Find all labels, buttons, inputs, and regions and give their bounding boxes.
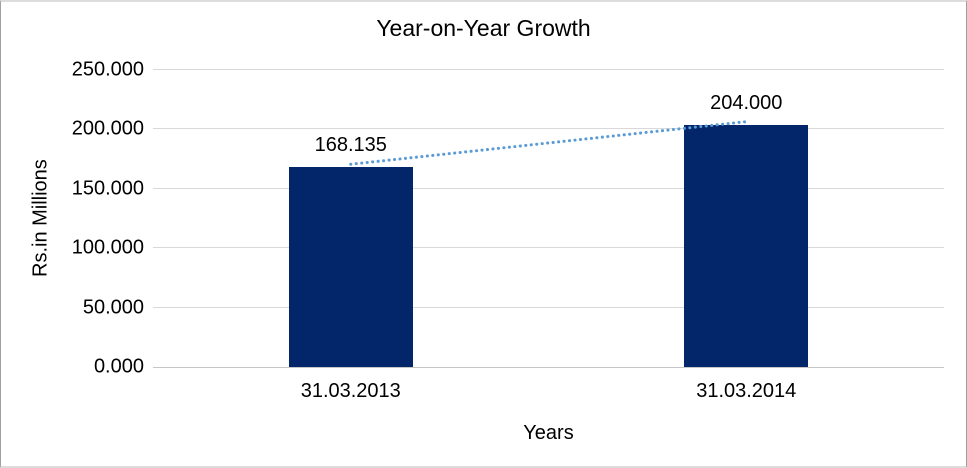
y-tick-label: 50.000 [82, 296, 144, 319]
gridline [153, 128, 944, 130]
plot-area: 168.135 204.000 [153, 69, 944, 368]
gridline [153, 306, 944, 308]
data-label: 168.135 [314, 134, 387, 157]
y-tick-label: 150.000 [71, 177, 144, 200]
x-tick-label: 31.03.2013 [300, 380, 401, 402]
y-tick-label: 200.000 [71, 117, 144, 140]
y-axis-title: Rs.in Millions [29, 159, 52, 278]
trendline [349, 120, 748, 166]
y-tick-label: 100.000 [71, 236, 144, 259]
x-axis-title: Years [523, 422, 574, 444]
chart-title: Year-on-Year Growth [376, 15, 591, 41]
x-tick-label: 31.03.2014 [696, 380, 797, 402]
y-tick-label: 250.000 [71, 58, 144, 81]
gridline [153, 247, 944, 249]
x-axis-line [153, 367, 944, 368]
y-tick-label: 0.000 [93, 355, 144, 378]
bar-31.03.2014 [684, 124, 809, 367]
gridline [153, 187, 944, 189]
bar-31.03.2013 [288, 167, 413, 367]
data-label: 204.000 [710, 91, 783, 114]
gridline [153, 69, 944, 70]
